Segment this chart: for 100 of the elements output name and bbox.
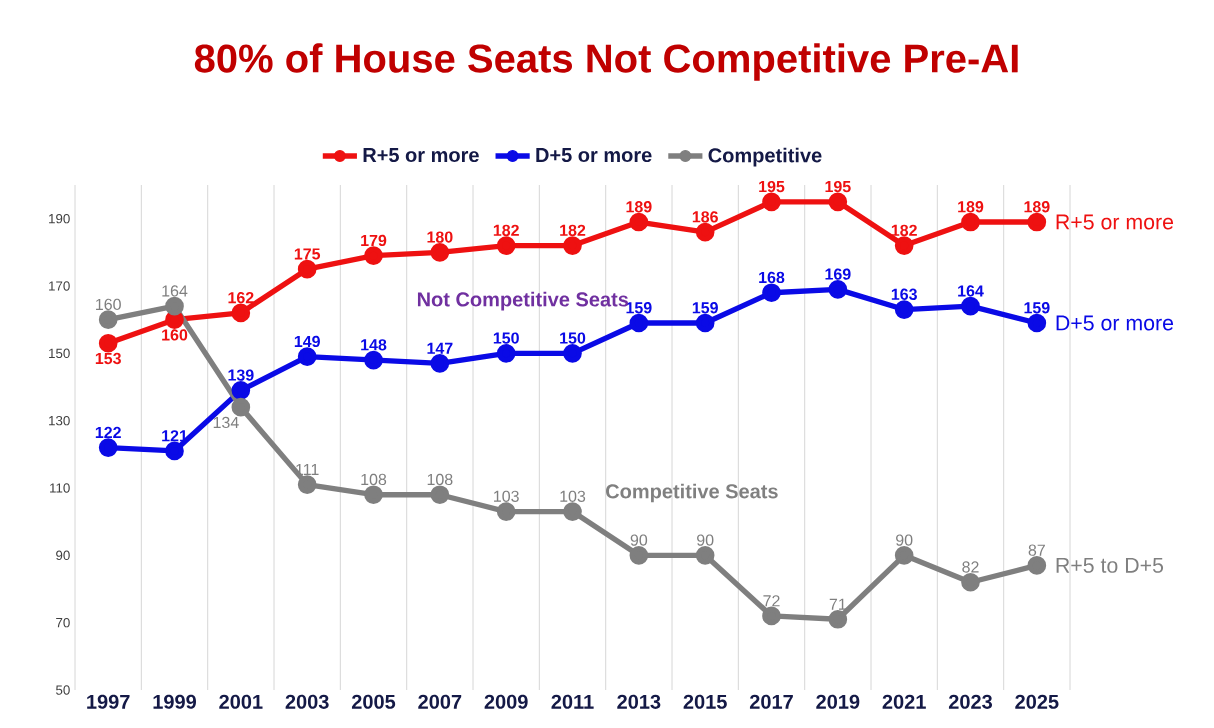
y-tick-label: 190 [49, 213, 70, 224]
data-label: 162 [228, 292, 254, 304]
data-label: 160 [162, 329, 188, 341]
data-label: 82 [962, 561, 979, 573]
data-label: 121 [162, 430, 188, 442]
data-label: 149 [294, 335, 320, 348]
data-label: 180 [427, 231, 453, 243]
data-label: 148 [361, 339, 387, 351]
data-label: 150 [493, 332, 519, 344]
y-tick-label: 90 [56, 550, 70, 561]
data-label: 189 [1024, 201, 1050, 213]
point [961, 296, 980, 316]
data-label: 186 [692, 211, 718, 223]
x-tick-label: 2011 [551, 694, 594, 709]
data-label: 159 [692, 302, 718, 314]
point [828, 280, 848, 299]
point [165, 441, 184, 461]
data-label: 134 [213, 416, 239, 429]
x-tick-label: 1997 [87, 694, 130, 709]
y-tick-label: 130 [49, 415, 70, 426]
point [828, 192, 848, 212]
point [961, 212, 980, 232]
data-label: 169 [825, 268, 851, 280]
point [762, 606, 781, 626]
point [231, 381, 251, 400]
x-tick-label: 2015 [683, 694, 727, 709]
point [695, 545, 715, 565]
data-label: 168 [759, 271, 785, 284]
data-label: 122 [95, 426, 121, 438]
point [430, 354, 450, 373]
data-label: 195 [825, 180, 851, 193]
data-label: 108 [427, 473, 453, 486]
point [430, 242, 450, 262]
point [629, 313, 649, 333]
point [496, 502, 516, 521]
data-label: 108 [361, 473, 387, 486]
point [297, 259, 317, 279]
x-tick-label: 2001 [219, 694, 263, 709]
point [894, 236, 914, 255]
x-tick-label: 2021 [882, 694, 926, 709]
x-tick-label: 2009 [484, 694, 528, 709]
data-label: 159 [626, 302, 652, 314]
point [828, 609, 848, 629]
y-tick-label: 70 [56, 617, 70, 628]
point [961, 572, 980, 592]
data-label: 153 [95, 352, 121, 365]
point [563, 343, 582, 363]
point [629, 545, 649, 565]
data-label: 195 [759, 180, 785, 193]
legend-label: Competitive [708, 147, 822, 167]
point [563, 236, 582, 255]
data-label: 103 [560, 490, 586, 502]
data-label: 90 [896, 534, 913, 546]
data-label: 182 [891, 224, 917, 236]
data-label: 90 [697, 534, 714, 546]
point [98, 310, 118, 329]
data-label: 90 [630, 534, 648, 546]
point [231, 303, 251, 323]
data-label: 179 [361, 234, 387, 247]
point [297, 347, 317, 367]
point [1027, 556, 1047, 575]
x-tick-label: 2007 [418, 694, 462, 709]
annotation: Competitive Seats [606, 483, 778, 503]
x-tick-label: 2019 [816, 694, 860, 709]
data-label: 182 [560, 224, 586, 236]
data-label: 175 [294, 248, 321, 260]
point [98, 438, 118, 457]
data-label: 87 [1028, 544, 1045, 556]
data-label: 160 [96, 298, 121, 311]
point [762, 283, 781, 303]
point [364, 246, 383, 266]
point [563, 502, 582, 521]
legend-label: D+5 or more [536, 148, 652, 163]
point [762, 192, 781, 212]
point [165, 296, 184, 316]
x-tick-label: 1999 [153, 694, 196, 709]
data-label: 163 [891, 288, 917, 300]
point [1027, 313, 1047, 333]
chart-title: 80% of House Seats Not Competitive Pre-AI [194, 43, 1018, 81]
y-tick-label: 150 [49, 348, 70, 359]
point [364, 485, 383, 505]
x-tick-label: 2025 [1015, 694, 1059, 709]
data-label: 159 [1024, 302, 1050, 314]
data-label: 71 [829, 598, 846, 610]
data-label: 189 [626, 201, 652, 213]
point [894, 300, 914, 319]
point [1027, 212, 1047, 232]
point [496, 343, 516, 363]
data-label: 164 [162, 285, 188, 297]
point [430, 485, 450, 505]
annotation: Not Competitive Seats [417, 291, 629, 311]
data-label: 103 [494, 490, 519, 502]
y-tick-label: 110 [50, 483, 70, 493]
data-label: 147 [427, 342, 453, 354]
annotation: D+5 or more [1056, 315, 1174, 331]
point [231, 397, 251, 417]
data-label: 164 [958, 285, 984, 297]
x-tick-label: 2017 [749, 694, 793, 709]
x-tick-label: 2003 [285, 694, 329, 709]
annotation: R+5 to D+5 [1056, 557, 1164, 573]
